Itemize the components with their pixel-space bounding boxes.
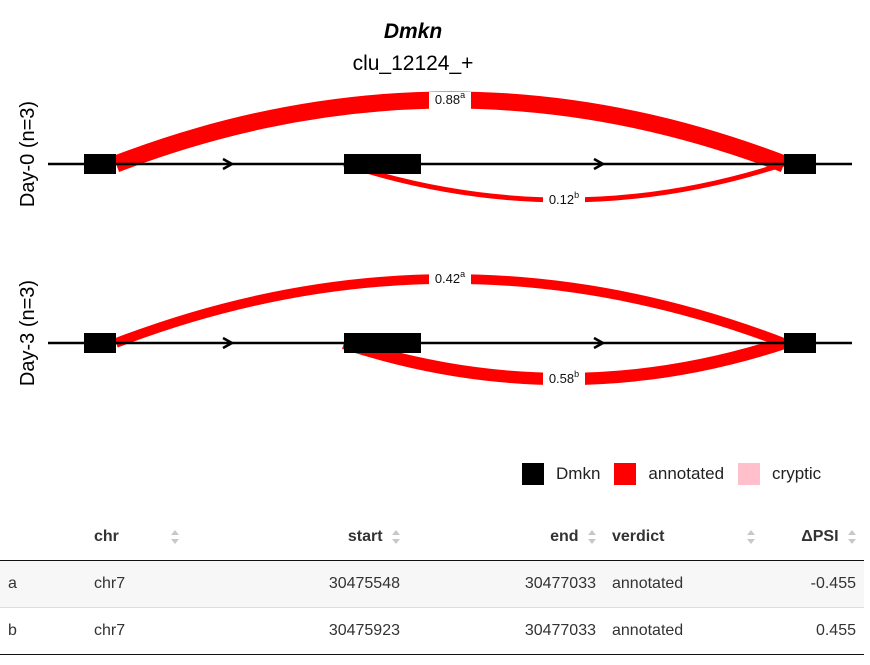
col-header-dpsi-label: ΔPSI <box>801 528 839 545</box>
cell-dpsi: 0.455 <box>780 607 864 655</box>
panel-day-0: 0.88a 0.12b Day-0 (n=3) <box>17 90 852 210</box>
strand-arrow-icon <box>593 157 606 171</box>
cell-end: 30477033 <box>408 607 604 655</box>
cell-chr: chr7 <box>86 607 262 655</box>
cell-id: a <box>0 560 86 608</box>
legend-label-annotated: annotated <box>648 464 725 483</box>
sort-icon[interactable] <box>171 529 180 544</box>
legend-swatch-annotated <box>614 463 637 485</box>
legend-item-cryptic: cryptic <box>738 463 821 485</box>
table-row: b chr7 30475923 30477033 annotated 0.455 <box>0 607 864 655</box>
junction-label-bg <box>543 192 585 210</box>
legend-swatch-cryptic <box>738 463 761 485</box>
col-header-end[interactable]: end <box>408 514 604 561</box>
col-header-dpsi[interactable]: ΔPSI <box>780 514 864 561</box>
strand-arrow-icon <box>593 336 606 350</box>
strand-arrow-icon <box>222 157 235 171</box>
junction-label-a: 0.42a <box>435 269 465 286</box>
exon-1 <box>84 333 116 353</box>
exon-2 <box>344 333 421 353</box>
cell-verdict: annotated <box>604 607 780 655</box>
col-header-start-label: start <box>347 528 383 545</box>
sort-icon[interactable] <box>746 529 755 544</box>
panel-label-day-0: Day-0 (n=3) <box>17 101 39 207</box>
legend-item-annotated: annotated <box>614 463 724 485</box>
table-row: a chr7 30475548 30477033 annotated -0.45… <box>0 560 864 608</box>
legend: Dmkn annotated cryptic <box>522 461 835 487</box>
col-header-verdict-label: verdict <box>612 528 665 545</box>
junction-label-b: 0.12b <box>549 190 579 207</box>
cell-start: 30475548 <box>262 560 408 608</box>
plot-title: Dmkn <box>384 20 442 43</box>
junction-label-bg <box>429 92 471 110</box>
col-header-end-label: end <box>550 528 579 545</box>
cell-chr: chr7 <box>86 560 262 608</box>
table-header-row: chr start end verdict ΔPSI <box>0 514 864 561</box>
col-header-start[interactable]: start <box>262 514 408 561</box>
cell-verdict: annotated <box>604 560 780 608</box>
cell-end: 30477033 <box>408 560 604 608</box>
junction-label-a: 0.88a <box>435 90 465 107</box>
panel-day-3: 0.42a 0.58b Day-3 (n=3) <box>17 269 852 389</box>
col-header-id <box>0 514 86 561</box>
sort-icon[interactable] <box>848 529 856 544</box>
cell-dpsi: -0.455 <box>780 560 864 608</box>
exon-3 <box>784 333 816 353</box>
exon-3 <box>784 154 816 174</box>
panel-label-day-3: Day-3 (n=3) <box>17 280 39 386</box>
junction-label-bg <box>429 271 471 289</box>
col-header-chr-label: chr <box>94 528 119 545</box>
exon-2 <box>344 154 421 174</box>
cell-id: b <box>0 607 86 655</box>
junction-table: chr start end verdict ΔPSI a chr7 304755… <box>0 514 864 655</box>
cell-start: 30475923 <box>262 607 408 655</box>
legend-item-dmkn: Dmkn <box>522 463 600 485</box>
sort-icon[interactable] <box>588 529 596 544</box>
panels: 0.88a 0.12b Day-0 (n=3) 0.42a 0.58b Day-3 (n=… <box>17 90 852 389</box>
sort-icon[interactable] <box>392 529 400 544</box>
legend-label-dmkn: Dmkn <box>556 464 601 483</box>
exon-1 <box>84 154 116 174</box>
col-header-verdict[interactable]: verdict <box>604 514 780 561</box>
strand-arrow-icon <box>222 336 235 350</box>
legend-swatch-dmkn <box>522 463 544 485</box>
col-header-chr[interactable]: chr <box>86 514 262 561</box>
junction-label-bg <box>543 371 585 389</box>
plot-subtitle: clu_12124_+ <box>353 52 474 75</box>
junction-label-b: 0.58b <box>549 369 579 386</box>
legend-label-cryptic: cryptic <box>772 464 822 483</box>
